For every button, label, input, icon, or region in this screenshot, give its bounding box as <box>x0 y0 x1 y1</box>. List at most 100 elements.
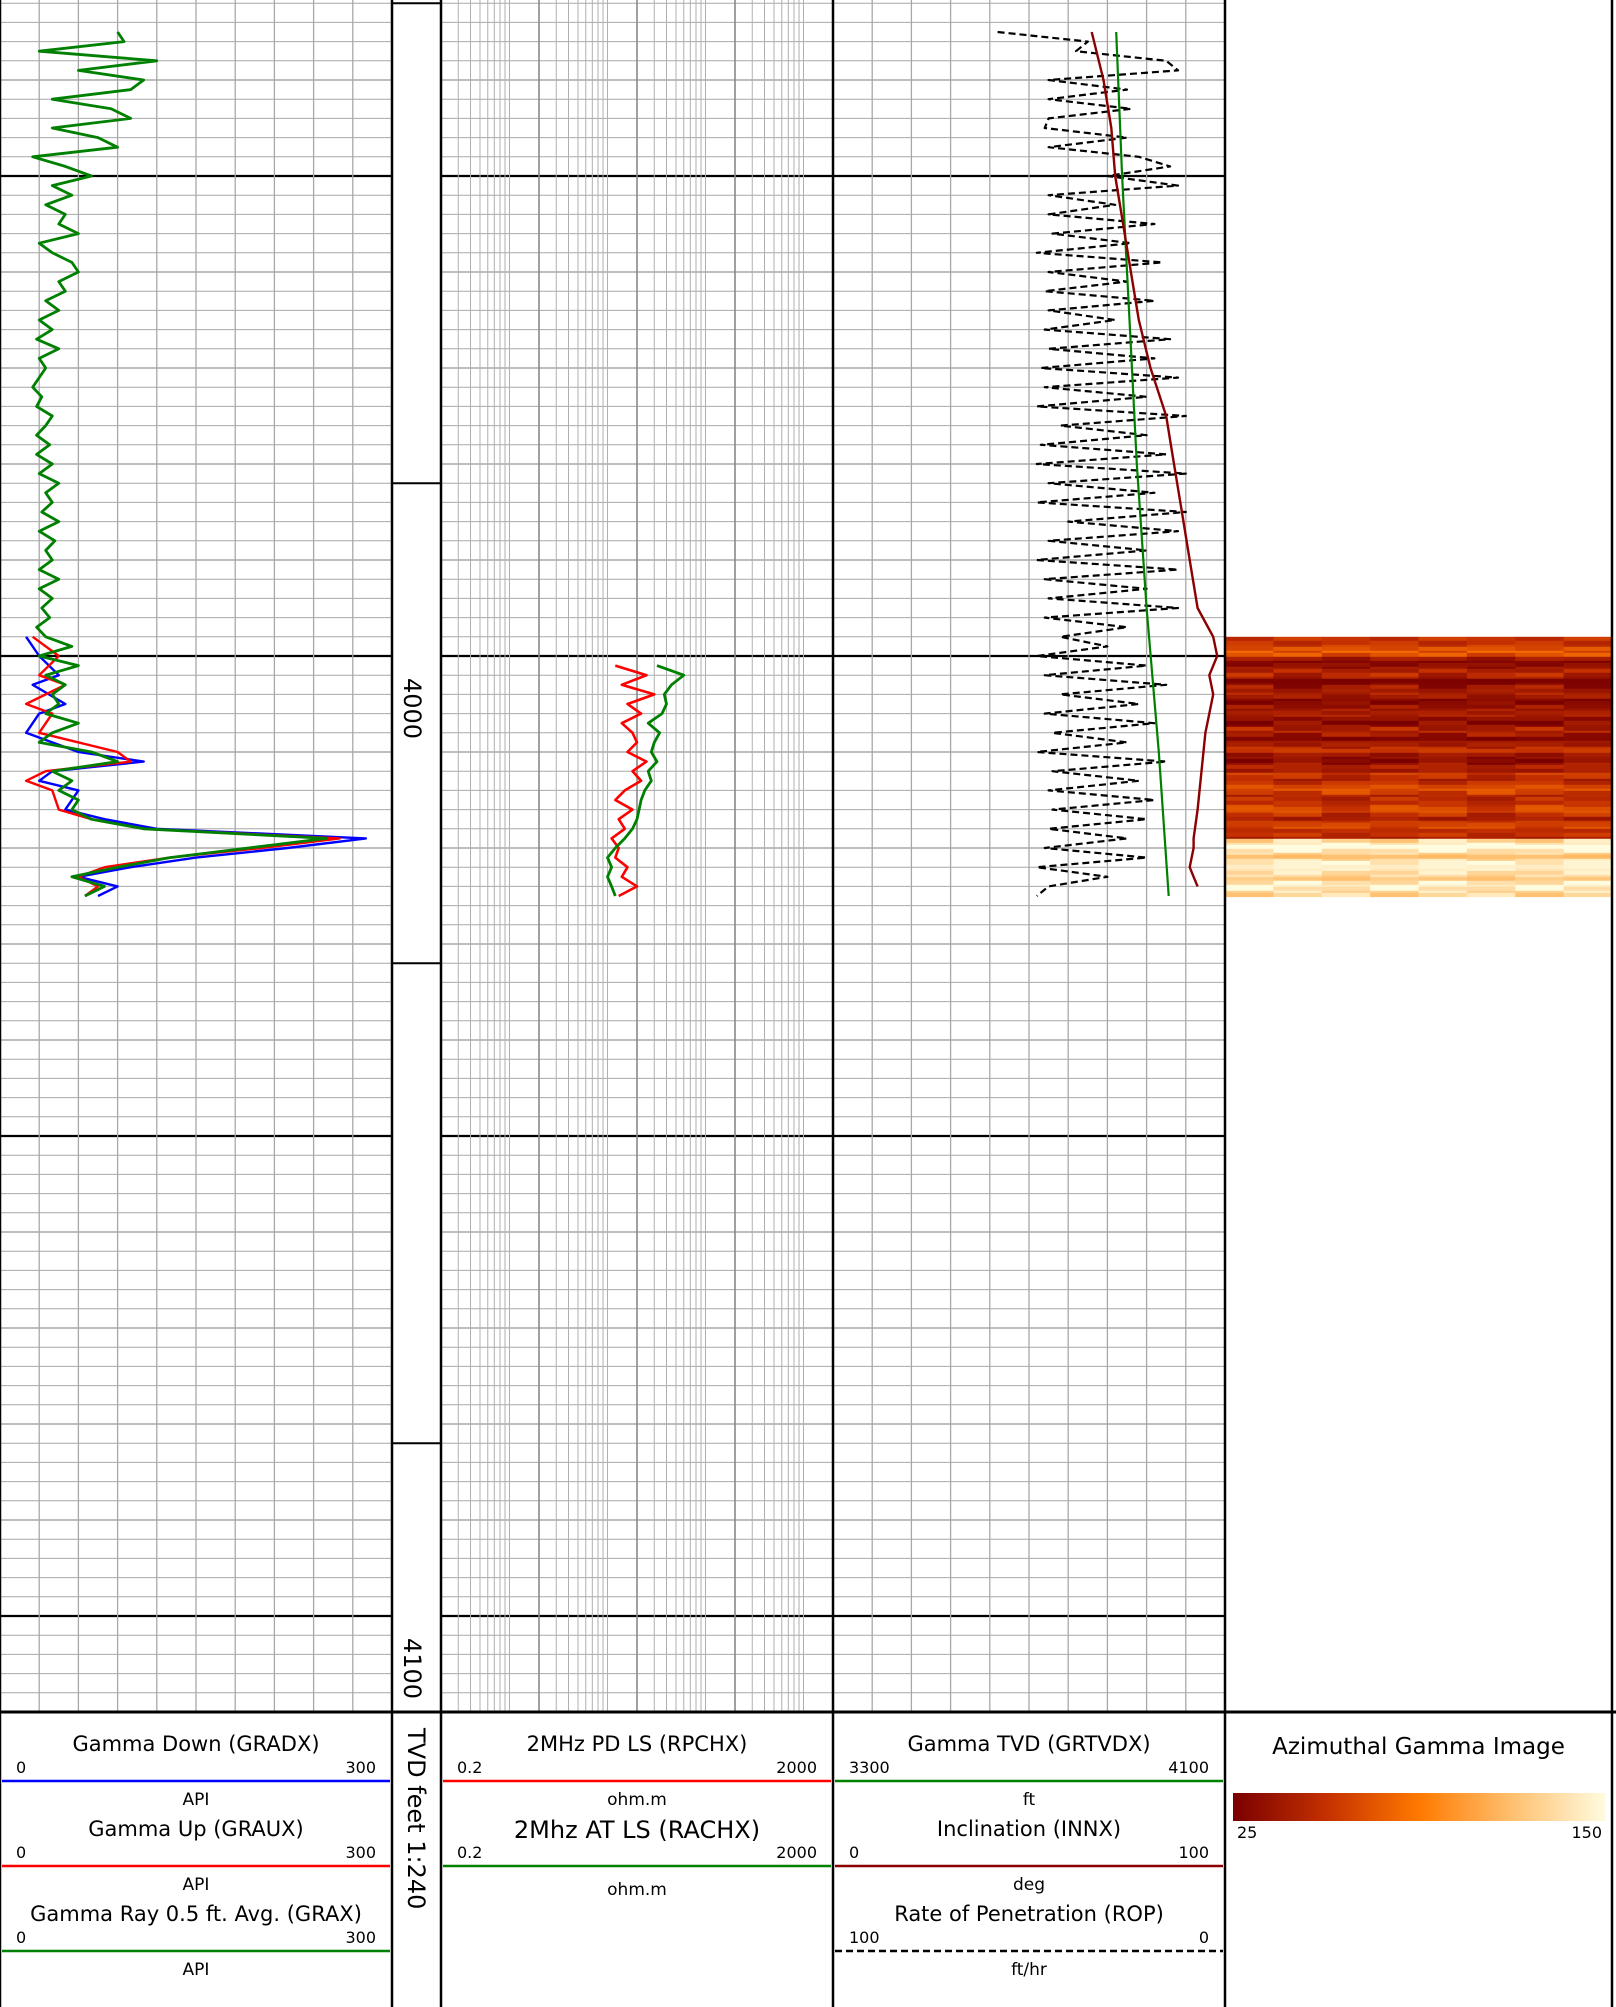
gamma-image-cell <box>1321 890 1371 894</box>
gamma-image-cell <box>1370 878 1419 882</box>
gamma-image-cell <box>1466 844 1516 848</box>
gamma-image-cell <box>1370 738 1419 742</box>
gamma-image-cell <box>1466 760 1516 764</box>
gamma-image-cell <box>1418 644 1468 648</box>
gamma-image-cell <box>1563 648 1613 652</box>
gamma-image-cell <box>1225 644 1274 648</box>
gamma-image-cell <box>1515 840 1565 844</box>
gamma-image-cell <box>1225 878 1274 882</box>
gamma-image-cell <box>1321 850 1371 854</box>
gamma-image-cell <box>1418 816 1468 820</box>
track1-scale-max: 300 <box>345 1758 376 1777</box>
gamma-image-cell <box>1466 686 1516 690</box>
gamma-image-cell <box>1515 722 1565 726</box>
gamma-image-cell <box>1370 760 1419 764</box>
gamma-image-cell <box>1466 716 1516 720</box>
gamma-image-cell <box>1225 802 1274 806</box>
gamma-image-cell <box>1321 788 1371 792</box>
gamma-image-cell <box>1370 800 1419 804</box>
gamma-image-cell <box>1225 728 1274 732</box>
gamma-image-cell <box>1370 868 1419 872</box>
gamma-image-cell <box>1225 770 1274 774</box>
gamma-image-cell <box>1225 638 1274 642</box>
gamma-image-cell <box>1370 834 1419 838</box>
gamma-image-cell <box>1321 884 1371 888</box>
gamma-image-cell <box>1321 742 1371 746</box>
track3-curve-unit: ft <box>1023 1790 1036 1810</box>
gamma-image-cell <box>1321 684 1371 688</box>
gamma-image-cell <box>1466 786 1516 790</box>
gamma-image-cell <box>1515 688 1565 692</box>
gamma-image-cell <box>1370 688 1419 692</box>
track2-scale-max: 2000 <box>776 1843 817 1862</box>
gamma-image-cell <box>1273 880 1323 884</box>
gamma-image-cell <box>1418 726 1468 730</box>
gamma-image-cell <box>1321 816 1371 820</box>
gamma-image-cell <box>1418 638 1468 642</box>
gamma-image-cell <box>1273 798 1323 802</box>
gamma-image-cell <box>1466 714 1516 718</box>
gamma-image-cell <box>1225 768 1274 772</box>
track2-curve-title: 2Mhz AT LS (RACHX) <box>514 1816 760 1844</box>
gamma-image-cell <box>1273 728 1323 732</box>
gamma-image-cell <box>1563 692 1613 696</box>
gamma-image-cell <box>1321 654 1371 658</box>
azimuthal-gamma-title: Azimuthal Gamma Image <box>1272 1734 1565 1760</box>
gamma-image-cell <box>1273 792 1323 796</box>
gamma-image-cell <box>1370 690 1419 694</box>
gamma-image-cell <box>1225 698 1274 702</box>
gamma-image-cell <box>1225 764 1274 768</box>
gamma-image-cell <box>1273 638 1323 642</box>
gamma-image-cell <box>1273 844 1323 848</box>
gamma-image-cell <box>1273 750 1323 754</box>
gamma-image-cell <box>1225 754 1274 758</box>
gamma-image-cell <box>1370 636 1419 640</box>
gamma-image-cell <box>1563 706 1613 710</box>
gamma-image-cell <box>1466 746 1516 750</box>
gamma-image-cell <box>1273 676 1323 680</box>
gamma-image-cell <box>1370 664 1419 668</box>
gamma-image-cell <box>1515 858 1565 862</box>
gamma-image-cell <box>1466 830 1516 834</box>
gamma-image-cell <box>1418 738 1468 742</box>
gamma-image-cell <box>1370 862 1419 866</box>
gamma-image-cell <box>1563 646 1613 650</box>
gamma-image-cell <box>1273 646 1323 650</box>
gamma-image-cell <box>1418 668 1468 672</box>
gamma-image-cell <box>1563 718 1613 722</box>
header-panel: Gamma Down (GRADX) 0 300 API Gamma Up (GRAUX… <box>2 1727 1565 1980</box>
gamma-image-cell <box>1418 652 1468 656</box>
gamma-image-cell <box>1563 762 1613 766</box>
gamma-image-cell <box>1515 708 1565 712</box>
gamma-image-cell <box>1515 784 1565 788</box>
gamma-image-cell <box>1466 688 1516 692</box>
gamma-image-cell <box>1273 698 1323 702</box>
gamma-image-cell <box>1273 796 1323 800</box>
gamma-image-cell <box>1370 654 1419 658</box>
track2-curve-title: 2MHz PD LS (RPCHX) <box>527 1732 748 1756</box>
gamma-image-cell <box>1370 774 1419 778</box>
gamma-image-cell <box>1466 864 1516 868</box>
gamma-image-cell <box>1418 698 1468 702</box>
gamma-image-cell <box>1418 826 1468 830</box>
gamma-image-cell <box>1418 790 1468 794</box>
gamma-image-cell <box>1515 806 1565 810</box>
gamma-image-cell <box>1418 706 1468 710</box>
gamma-image-cell <box>1563 886 1613 890</box>
gamma-image-cell <box>1321 660 1371 664</box>
rop-curve <box>997 30 1187 897</box>
gamma-image-cell <box>1515 742 1565 746</box>
gamma-image-cell <box>1563 746 1613 750</box>
gamma-image-cell <box>1273 828 1323 832</box>
gamma-image-cell <box>1515 736 1565 740</box>
gamma-image-cell <box>1466 730 1516 734</box>
gamma-image-cell <box>1225 760 1274 764</box>
gamma-image-cell <box>1563 714 1613 718</box>
track3-scale-max: 0 <box>1199 1928 1209 1947</box>
gamma-image-cell <box>1515 868 1565 872</box>
gamma-image-cell <box>1563 856 1613 860</box>
gamma-image-cell <box>1321 848 1371 852</box>
gamma-image-cell <box>1370 888 1419 892</box>
gamma-image-cell <box>1466 812 1516 816</box>
gamma-image-cell <box>1273 710 1323 714</box>
